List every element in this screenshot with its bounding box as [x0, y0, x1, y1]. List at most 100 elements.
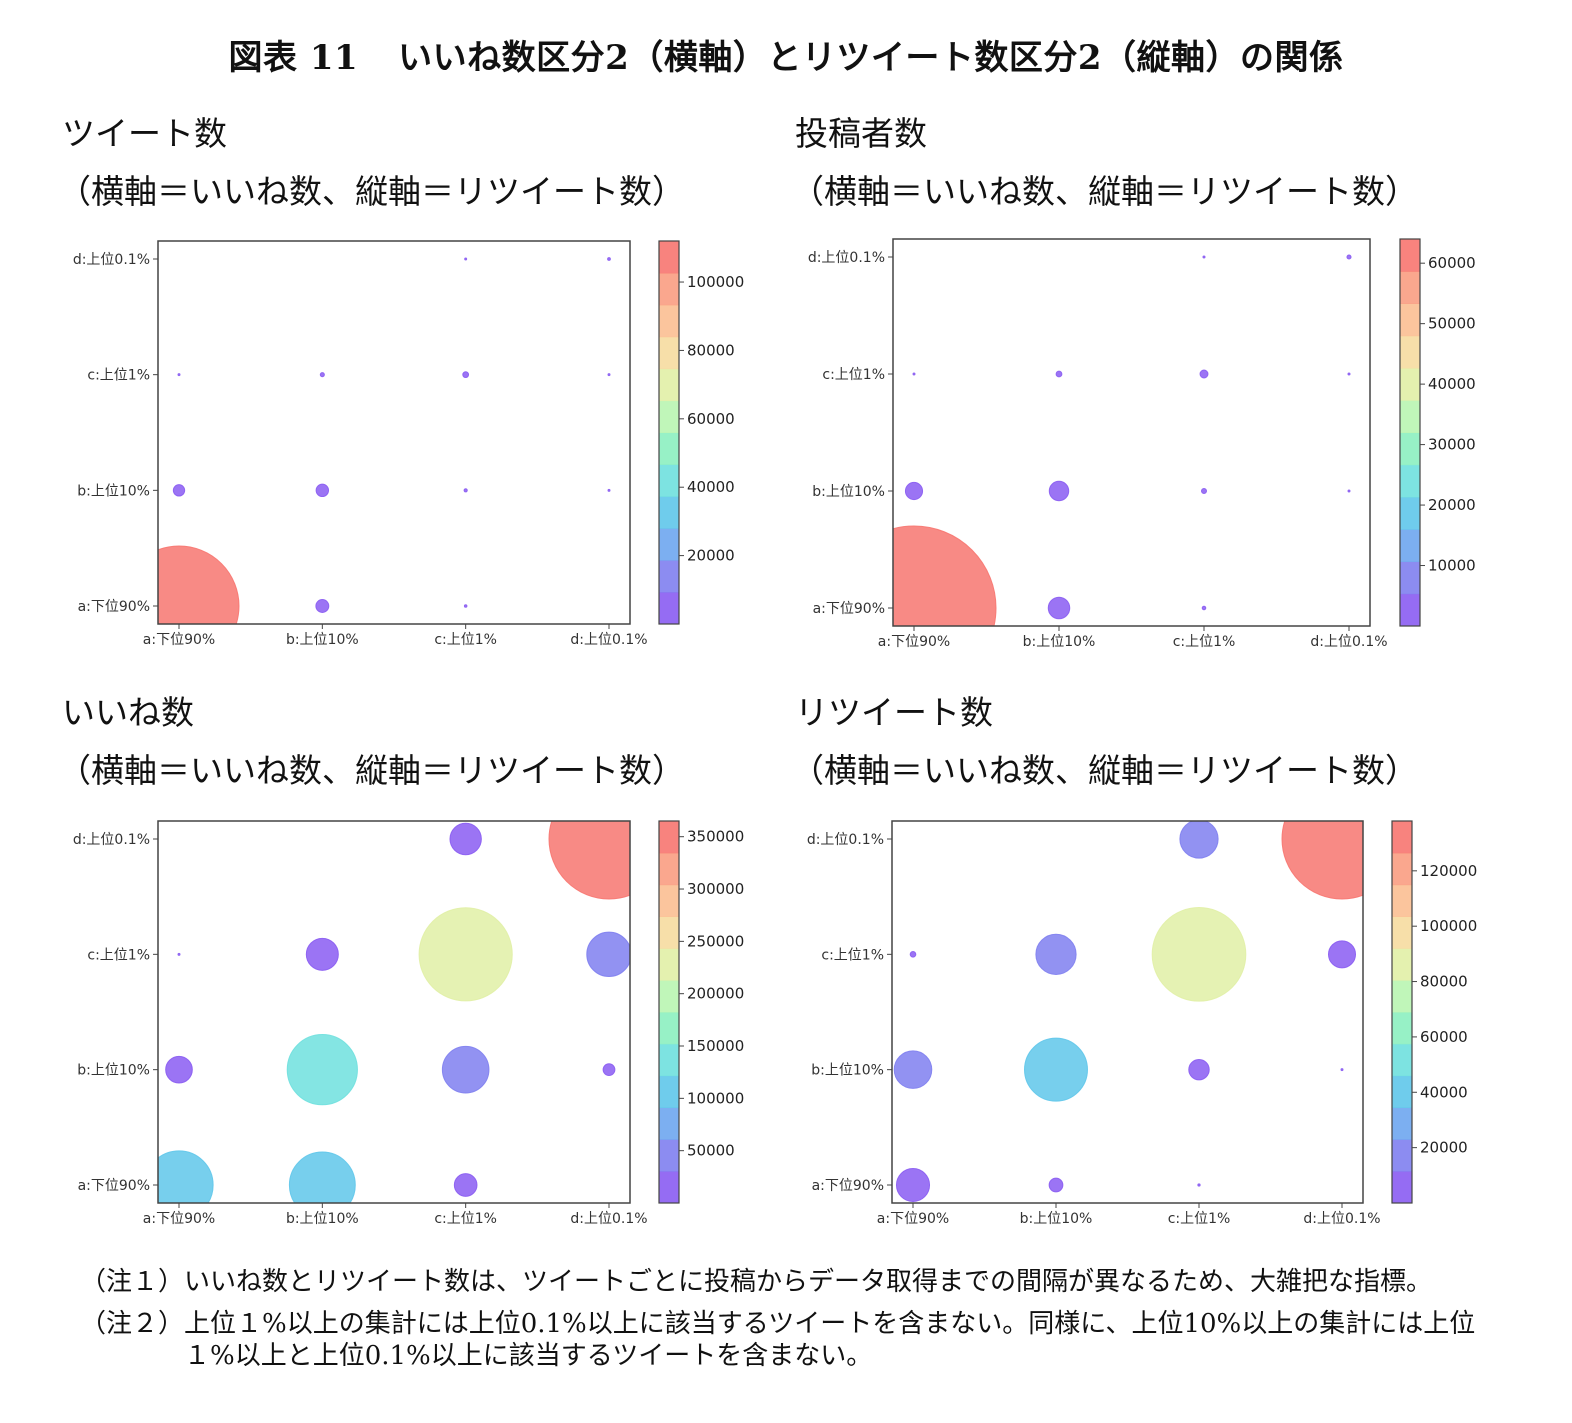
chart-panel-3: a:下位90% b:上位10% c:上位1% d:上位0.1% a:下位90% b:上位1…: [807, 820, 1477, 1227]
colorbar-segment: [659, 884, 679, 917]
x-tick-label: a:下位90%: [143, 632, 215, 648]
colorbar-segment: [1400, 303, 1420, 337]
bubble: [909, 951, 917, 958]
colorbar-tick-label: 60000: [1420, 1028, 1468, 1046]
y-tick-label: b:上位10%: [811, 1063, 884, 1079]
y-tick-label: b:上位10%: [812, 484, 885, 500]
bubble: [1327, 940, 1357, 969]
colorbar-tick-label: 300000: [687, 880, 744, 898]
bubbles: [158, 821, 630, 1203]
colorbar-segment: [1400, 400, 1420, 433]
colorbar-segment: [659, 916, 679, 949]
colorbar-segment: [659, 1075, 679, 1108]
panel-subtitle-tweets: （横軸＝いいね数、縦軸＝リツイート数）: [58, 172, 685, 211]
panel-subtitle-retweets: （横軸＝いいね数、縦軸＝リツイート数）: [791, 751, 1418, 790]
colorbar-tick-label: 150000: [687, 1037, 744, 1055]
note-1-text: いいね数とリツイート数は、ツイートごとに投稿からデータ取得までの間隔が異なるため…: [184, 1267, 1433, 1297]
colorbar-tick-label: 250000: [687, 932, 744, 950]
colorbar-tick-label: 20000: [1428, 496, 1476, 514]
plot-frame: [157, 820, 631, 1204]
colorbar-segment: [1400, 464, 1420, 498]
colorbar-segment: [659, 336, 679, 370]
colorbar-segment: [1400, 529, 1420, 562]
bubble: [893, 1050, 933, 1089]
bubble: [177, 373, 181, 377]
colorbar-tick-label: 20000: [687, 547, 735, 565]
bubble: [912, 372, 916, 376]
note-1-label: （注１）: [80, 1267, 185, 1297]
panel-title-likes: いいね数: [62, 693, 194, 732]
colorbar-segment: [659, 241, 679, 274]
figure-number: 図表 11: [228, 38, 359, 78]
panel-title-retweets: リツイート数: [795, 693, 993, 732]
colorbar-tick-label: 40000: [1420, 1083, 1468, 1101]
y-tick-label: a:下位90%: [813, 601, 885, 617]
bubble: [1055, 370, 1063, 378]
bubble: [158, 545, 240, 624]
colorbar-segment: [659, 1107, 679, 1140]
colorbar-segment: [1400, 593, 1420, 627]
colorbar-segment: [1392, 980, 1412, 1013]
figure-title: 図表 11 いいね数区分2（横軸）とリツイート数区分2（縦軸）の関係: [0, 30, 1572, 79]
note-2-text: 上位１%以上の集計には上位0.1%以上に該当するツイートを含まない。同様に、上位…: [184, 1309, 1476, 1371]
x-tick-label: c:上位1%: [434, 632, 497, 648]
y-tick-label: d:上位0.1%: [808, 250, 885, 266]
colorbar-segment: [659, 432, 679, 465]
colorbar-segment: [1392, 1075, 1412, 1108]
bubble: [453, 1173, 478, 1197]
bubble: [904, 481, 924, 501]
colorbar-segment: [659, 528, 679, 561]
y-tick-label: d:上位0.1%: [73, 832, 150, 848]
colorbar-segment: [659, 1043, 679, 1077]
y-tick-label: a:下位90%: [78, 599, 150, 615]
x-tick-label: a:下位90%: [878, 634, 950, 650]
bubble: [462, 371, 470, 379]
bubble: [1048, 480, 1070, 502]
x-tick-label: b:上位10%: [286, 632, 359, 648]
x-tick-label: a:下位90%: [143, 1211, 215, 1227]
panel-title-tweets: ツイート数: [62, 114, 227, 153]
colorbar-segment: [659, 464, 679, 497]
colorbar-segment: [659, 272, 679, 306]
bubble: [1202, 255, 1206, 259]
y-tick-label: d:上位0.1%: [73, 252, 150, 268]
colorbar-tick-label: 50000: [687, 1142, 735, 1160]
bubble: [895, 1167, 931, 1203]
bubble: [602, 1063, 616, 1077]
colorbar-tick-label: 350000: [687, 828, 744, 846]
bubble: [893, 525, 997, 626]
colorbar-tick-label: 20000: [1420, 1139, 1468, 1157]
colorbar-frame: [658, 820, 680, 1204]
bubble: [1346, 254, 1352, 260]
bubble: [172, 484, 186, 497]
bubble: [1281, 821, 1363, 900]
bubble: [607, 488, 611, 492]
y-tick-label: c:上位1%: [87, 368, 150, 384]
colorbar-segment: [1392, 1107, 1412, 1140]
bubble: [158, 1150, 214, 1203]
colorbar-segment: [1392, 1012, 1412, 1045]
colorbar-tick-label: 10000: [1428, 557, 1476, 575]
bubble: [1035, 933, 1077, 975]
bubble: [305, 937, 339, 971]
bubble: [1047, 596, 1071, 620]
bubble: [586, 931, 630, 978]
colorbar-segment: [659, 400, 679, 433]
x-tick-label: c:上位1%: [434, 1211, 497, 1227]
panel-title-posters: 投稿者数: [795, 114, 927, 153]
bubble: [319, 372, 325, 378]
panel-subtitle-likes: （横軸＝いいね数、縦軸＝リツイート数）: [58, 751, 685, 790]
chart-panel-0: a:下位90% b:上位10% c:上位1% d:上位0.1% a:下位90% b:上位1…: [73, 240, 744, 648]
bubble: [463, 488, 468, 493]
bubble: [1347, 372, 1351, 376]
colorbar-tick-label: 100000: [687, 273, 744, 291]
bubble: [1199, 369, 1209, 379]
colorbar-tick-label: 200000: [687, 985, 744, 1003]
bubbles: [893, 821, 1363, 1203]
colorbar-tick-label: 50000: [1428, 315, 1476, 333]
colorbar-segment: [659, 304, 679, 338]
colorbar-tick-label: 60000: [687, 410, 735, 428]
chart-panel-2: a:下位90% b:上位10% c:上位1% d:上位0.1% a:下位90% b:上位1…: [73, 820, 744, 1227]
colorbar-tick-label: 80000: [1420, 973, 1468, 991]
